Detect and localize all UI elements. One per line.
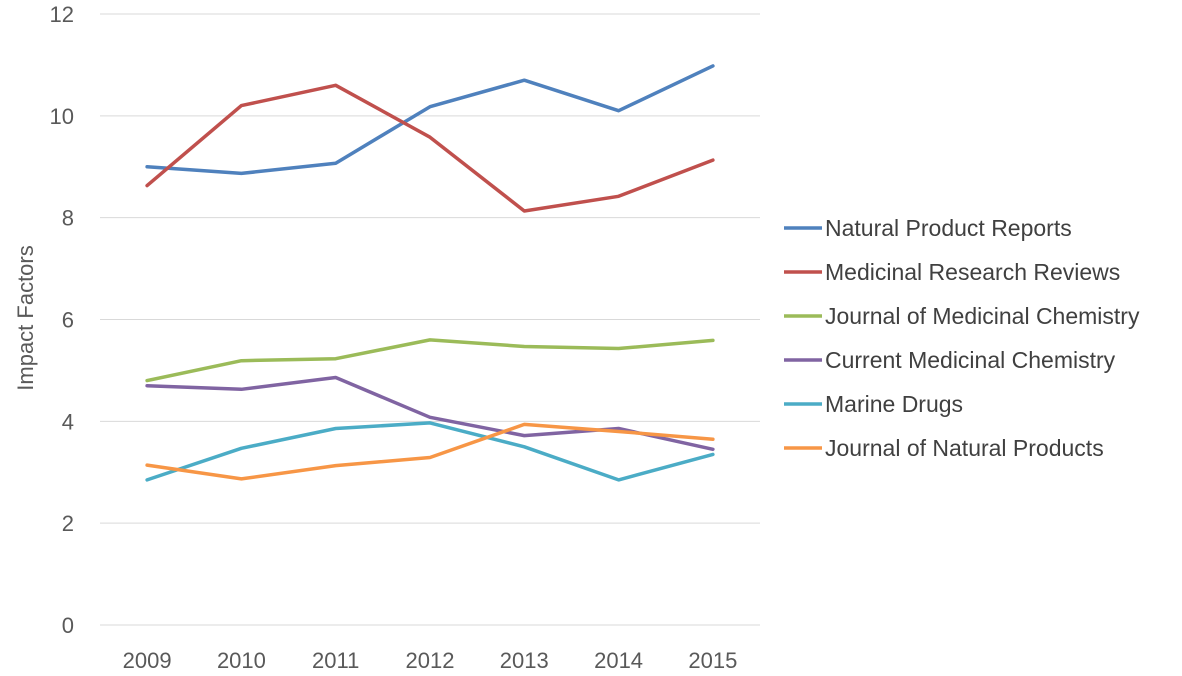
x-tick-label: 2011 <box>312 648 359 673</box>
x-tick-label: 2010 <box>217 648 266 673</box>
legend-item: Journal of Natural Products <box>784 435 1104 461</box>
series-line-4 <box>145 375 715 452</box>
x-tick-label: 2014 <box>594 648 643 673</box>
x-tick-label: 2012 <box>406 648 455 673</box>
y-tick-label: 12 <box>50 2 74 27</box>
y-tick-label: 6 <box>62 308 74 333</box>
legend-label: Medicinal Research Reviews <box>825 259 1120 285</box>
series-line-3 <box>145 338 715 383</box>
legend-item: Medicinal Research Reviews <box>784 259 1120 285</box>
legend-label: Journal of Natural Products <box>825 435 1104 461</box>
y-tick-label: 0 <box>62 613 74 638</box>
y-tick-label: 10 <box>50 104 74 129</box>
series-lines <box>145 64 715 482</box>
x-axis-ticks: 2009 2010 2011 2012 2013 2014 2015 <box>123 648 738 673</box>
y-axis-title: Impact Factors <box>13 245 38 390</box>
legend: Natural Product Reports Medicinal Researc… <box>784 215 1140 461</box>
y-axis-ticks: 0 2 4 6 8 10 12 <box>50 2 74 638</box>
x-tick-label: 2013 <box>500 648 549 673</box>
legend-item: Current Medicinal Chemistry <box>784 347 1116 373</box>
series-line-5 <box>145 421 715 482</box>
legend-label: Journal of Medicinal Chemistry <box>825 303 1140 329</box>
x-tick-label: 2009 <box>123 648 172 673</box>
legend-label: Marine Drugs <box>825 391 963 417</box>
y-tick-label: 2 <box>62 511 74 536</box>
series-line-2 <box>145 83 715 213</box>
legend-item: Marine Drugs <box>784 391 963 417</box>
y-tick-label: 4 <box>62 409 74 434</box>
x-tick-label: 2015 <box>688 648 737 673</box>
y-tick-label: 8 <box>62 206 74 231</box>
legend-item: Journal of Medicinal Chemistry <box>784 303 1140 329</box>
legend-item: Natural Product Reports <box>784 215 1072 241</box>
series-line-1 <box>145 64 715 176</box>
legend-label: Current Medicinal Chemistry <box>825 347 1116 373</box>
series-line-6 <box>145 422 715 481</box>
legend-label: Natural Product Reports <box>825 215 1072 241</box>
